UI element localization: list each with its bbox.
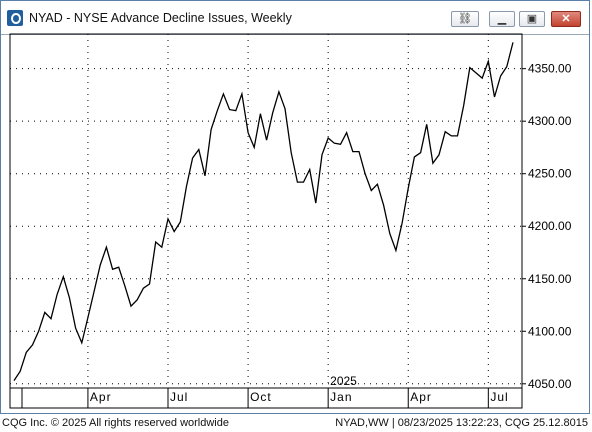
- link-button[interactable]: ⛓: [451, 11, 479, 27]
- y-tick-label: 4300.00: [528, 114, 572, 128]
- title-bar[interactable]: NYAD - NYSE Advance Decline Issues, Week…: [1, 1, 589, 35]
- price-chart[interactable]: 4050.00 4100.00 4150.00 4200.00 4250.00 4300.…: [0, 0, 592, 414]
- link-icon: ⛓: [458, 13, 472, 25]
- y-tick-label: 4100.00: [528, 324, 572, 338]
- x-axis: Apr Jul Oct Jan Apr Jul 2025: [87, 374, 508, 408]
- y-tick-label: 4250.00: [528, 167, 572, 181]
- minimize-button[interactable]: ▁: [489, 11, 515, 27]
- plot-area[interactable]: [9, 33, 523, 389]
- maximize-icon: ▣: [526, 13, 538, 25]
- x-axis-scroll-handle[interactable]: [9, 387, 23, 409]
- year-label: 2025: [330, 374, 357, 388]
- series-line: [13, 42, 514, 381]
- y-tick-label: 4050.00: [528, 377, 572, 391]
- chart-window: NYAD - NYSE Advance Decline Issues, Week…: [0, 0, 590, 414]
- x-tick-label: Apr: [410, 390, 432, 404]
- x-tick-label: Apr: [90, 390, 112, 404]
- grid-lines: [10, 34, 522, 388]
- y-tick-label: 4150.00: [528, 272, 572, 286]
- x-tick-label: Jan: [330, 390, 352, 404]
- y-axis: 4050.00 4100.00 4150.00 4200.00 4250.00 4300.…: [522, 62, 572, 391]
- x-tick-label: Oct: [250, 390, 272, 404]
- window-title: NYAD - NYSE Advance Decline Issues, Week…: [29, 11, 292, 25]
- y-tick-label: 4350.00: [528, 62, 572, 76]
- copyright-footer: CQG Inc. © 2025 All rights reserved worl…: [2, 417, 229, 429]
- status-footer: NYAD,WW | 08/23/2025 13:22:23, CQG 25.12…: [335, 417, 588, 429]
- x-tick-label: Jul: [490, 390, 508, 404]
- x-tick-label: Jul: [170, 390, 188, 404]
- close-icon: ✕: [561, 13, 571, 25]
- cqg-app-icon: [7, 10, 23, 26]
- close-button[interactable]: ✕: [551, 11, 581, 27]
- y-tick-label: 4200.00: [528, 219, 572, 233]
- maximize-button[interactable]: ▣: [519, 11, 545, 27]
- minimize-icon: ▁: [497, 13, 507, 25]
